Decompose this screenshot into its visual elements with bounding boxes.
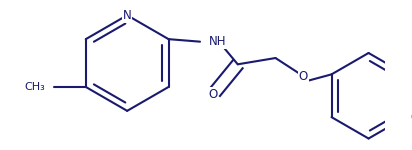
Text: O: O xyxy=(299,70,308,83)
Text: CH₃: CH₃ xyxy=(25,82,46,92)
Text: O: O xyxy=(208,88,217,101)
Text: N: N xyxy=(123,9,131,22)
Text: NH: NH xyxy=(209,35,226,48)
Text: Cl: Cl xyxy=(411,111,412,124)
